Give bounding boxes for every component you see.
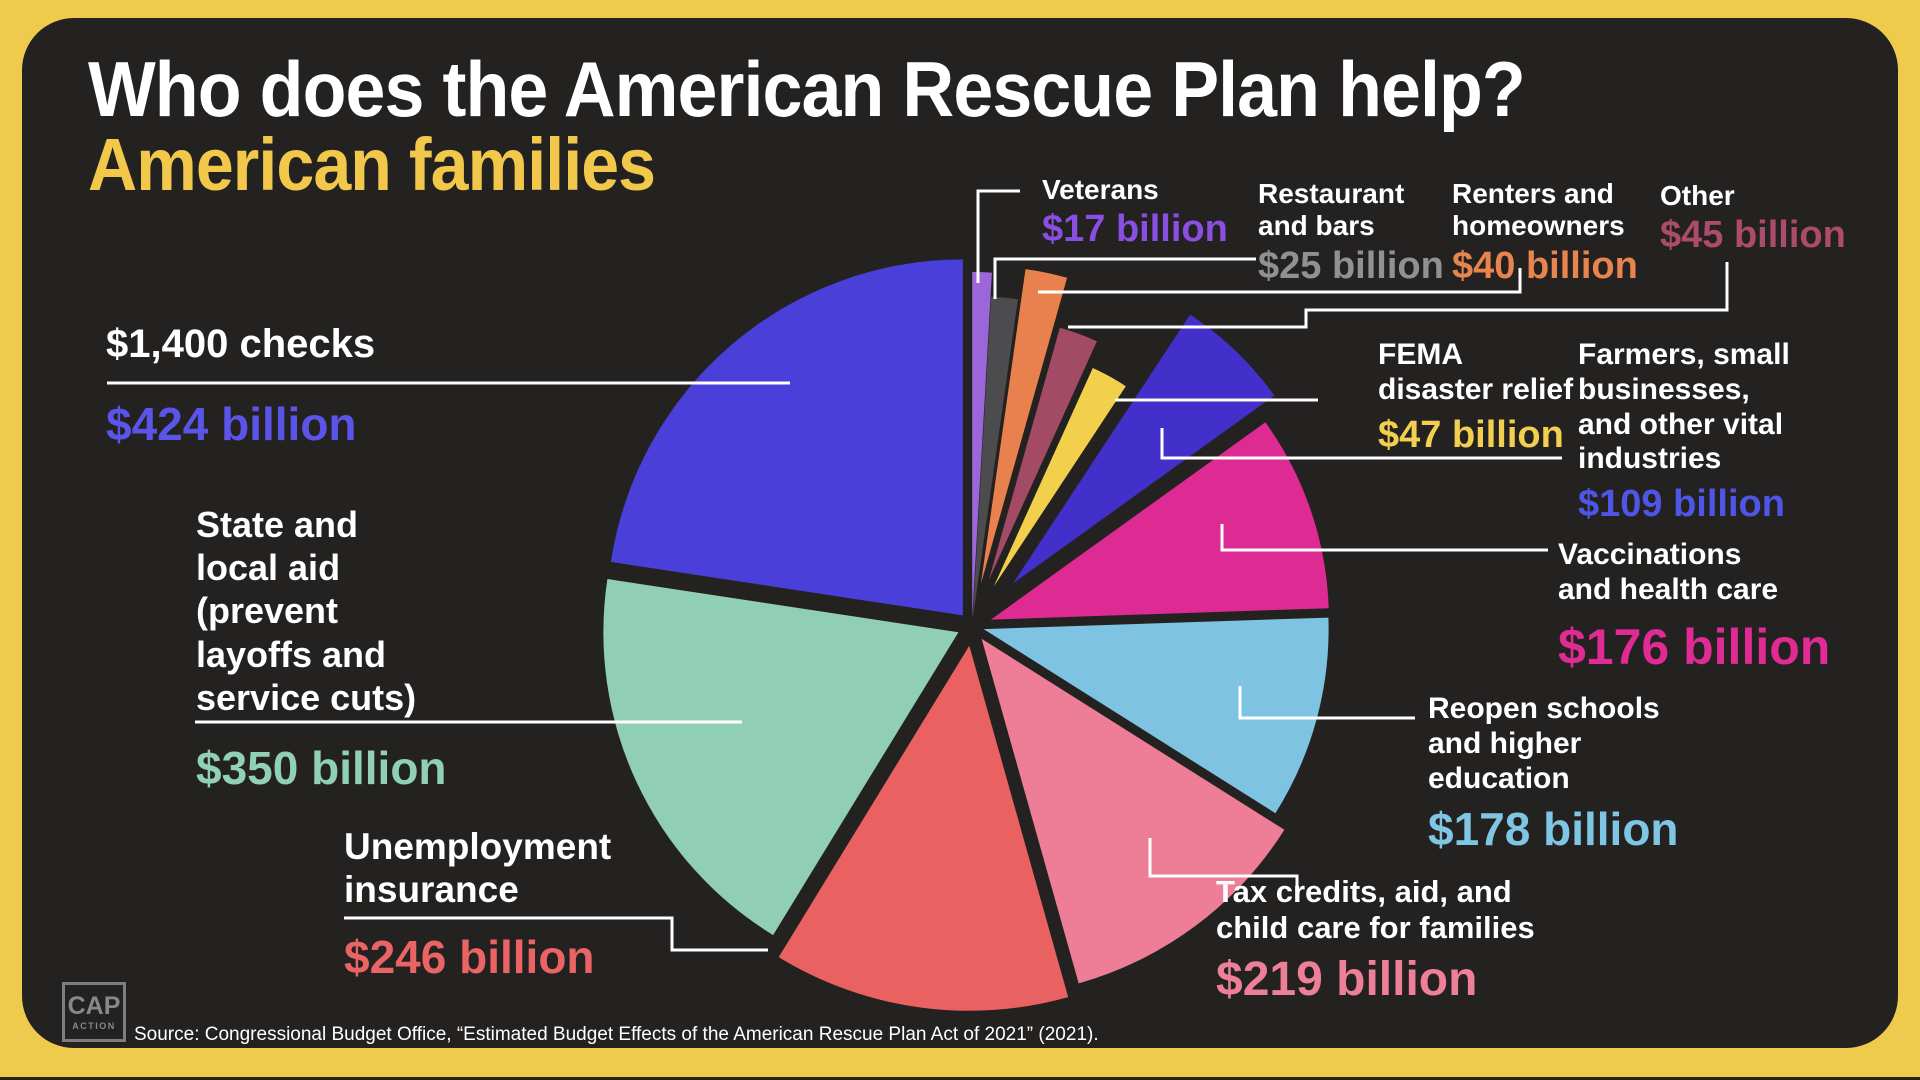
label-block-other: Other $45 billion bbox=[1660, 180, 1846, 257]
label-block-tax-credits: Tax credits, aid, and child care for fam… bbox=[1216, 874, 1535, 1007]
cap-action-logo-cap: CAP bbox=[67, 991, 121, 1020]
value-farmers: $109 billion bbox=[1578, 483, 1785, 526]
label-veterans: Veterans bbox=[1042, 174, 1159, 205]
value-veterans: $17 billion bbox=[1042, 208, 1228, 251]
label-block-restaurants: Restaurant and bars $25 billion bbox=[1258, 178, 1444, 288]
value-renters: $40 billion bbox=[1452, 244, 1638, 287]
callout-line-other bbox=[1068, 262, 1729, 329]
label-checks: $1,400 checks bbox=[106, 322, 376, 366]
label-block-unemployment: Unemployment insurance $246 billion bbox=[344, 826, 611, 984]
value-state-aid: $350 billion bbox=[196, 741, 447, 794]
page-subtitle: American families bbox=[88, 123, 656, 206]
pie-slice-renters bbox=[980, 269, 1068, 584]
value-fema: $47 billion bbox=[1378, 413, 1564, 456]
source-citation: Source: Congressional Budget Office, “Es… bbox=[134, 1024, 1099, 1045]
label-other: Other bbox=[1660, 180, 1735, 211]
label-reopen-schools: Reopen schools and higher education bbox=[1428, 692, 1660, 795]
cap-action-logo-action: ACTION bbox=[72, 1020, 116, 1031]
value-other: $45 billion bbox=[1660, 214, 1846, 257]
label-vaccinations: Vaccinations and health care bbox=[1558, 538, 1779, 606]
bottom-edge-line bbox=[0, 1077, 1920, 1080]
label-block-reopen-schools: Reopen schools and higher education $178… bbox=[1428, 692, 1679, 856]
callout-line-veterans bbox=[976, 189, 1020, 283]
label-block-state-aid: State and local aid (prevent layoffs and… bbox=[196, 503, 447, 795]
label-renters: Renters and homeowners bbox=[1452, 178, 1625, 242]
label-tax-credits: Tax credits, aid, and child care for fam… bbox=[1216, 874, 1535, 945]
label-block-veterans: Veterans $17 billion bbox=[1042, 174, 1228, 251]
pie-slice-checks bbox=[610, 259, 963, 616]
pie-slice-other bbox=[988, 327, 1097, 580]
label-fema: FEMA disaster relief bbox=[1378, 338, 1574, 406]
label-block-vaccinations: Vaccinations and health care $176 billio… bbox=[1558, 538, 1830, 676]
label-block-checks: $1,400 checks $424 billion bbox=[106, 322, 375, 451]
pie-slice-taxcredits bbox=[981, 638, 1285, 984]
callout-line-schools bbox=[1238, 686, 1415, 720]
callout-line-farmers bbox=[1160, 428, 1562, 460]
pie-slice-vaccinations bbox=[990, 422, 1329, 620]
callout-line-vaccinations bbox=[1220, 524, 1548, 552]
pie-slice-schools bbox=[983, 617, 1329, 814]
pie-slice-farmers bbox=[1012, 314, 1275, 584]
value-checks: $424 billion bbox=[106, 398, 357, 450]
label-block-renters: Renters and homeowners $40 billion bbox=[1452, 178, 1638, 288]
cap-action-logo: CAP ACTION bbox=[62, 982, 126, 1042]
pie-slice-veterans bbox=[972, 272, 992, 618]
value-unemployment: $246 billion bbox=[344, 930, 595, 983]
callout-line-restaurants bbox=[993, 257, 1256, 299]
value-vaccinations: $176 billion bbox=[1558, 618, 1831, 675]
value-tax-credits: $219 billion bbox=[1216, 952, 1478, 1006]
page-title: Who does the American Rescue Plan help? bbox=[88, 45, 1526, 133]
label-farmers: Farmers, small businesses, and other vit… bbox=[1578, 338, 1790, 476]
label-restaurants: Restaurant and bars bbox=[1258, 178, 1405, 242]
pie-slice-unemployment bbox=[778, 645, 1069, 1011]
value-restaurants: $25 billion bbox=[1258, 244, 1444, 287]
pie-slice-fema bbox=[993, 368, 1126, 587]
pie-slice-restaurants bbox=[972, 296, 1018, 618]
label-block-farmers: Farmers, small businesses, and other vit… bbox=[1578, 338, 1790, 526]
value-reopen-schools: $178 billion bbox=[1428, 803, 1679, 856]
callout-line-taxcredits bbox=[1148, 838, 1299, 891]
callout-line-unemployment bbox=[344, 916, 768, 952]
callout-line-renters bbox=[1038, 268, 1522, 294]
label-unemployment: Unemployment insurance bbox=[344, 826, 612, 910]
label-block-fema: FEMA disaster relief $47 billion bbox=[1378, 338, 1573, 457]
label-state-aid: State and local aid (prevent layoffs and… bbox=[196, 504, 417, 718]
pie-slice-stateaid bbox=[603, 579, 959, 936]
